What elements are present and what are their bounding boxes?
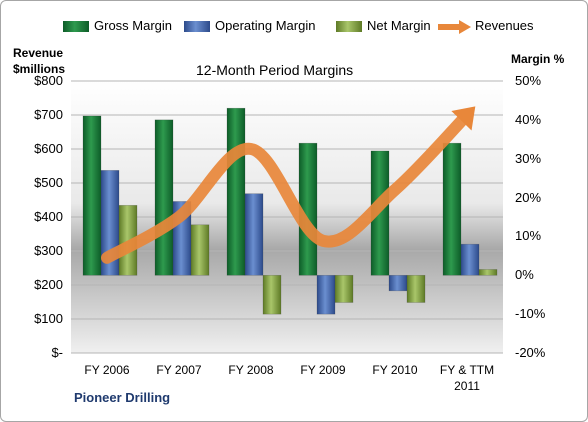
bar-operating-margin <box>244 193 264 276</box>
legend-swatch-gross <box>63 21 89 32</box>
y-left-tick: $600 <box>34 141 63 156</box>
bar-net-margin <box>478 269 498 276</box>
x-tick-line1: FY 2009 <box>300 363 346 377</box>
y-left-title-line1: Revenue <box>13 46 64 60</box>
y-right-tick: -20% <box>515 345 546 360</box>
x-tick: FY 2007 <box>139 362 219 378</box>
bar-operating-margin <box>460 243 480 276</box>
x-tick: FY 2009 <box>283 362 363 378</box>
bar-gross-margin <box>226 107 246 276</box>
y-left-tick: $100 <box>34 311 63 326</box>
y-left-tick: $300 <box>34 243 63 258</box>
revenue-line <box>101 109 473 264</box>
x-tick-line2: 2011 <box>454 379 480 393</box>
x-tick-line1: FY & TTM <box>439 363 495 377</box>
y-right-tick: 20% <box>515 189 542 205</box>
x-tick: FY 2010 <box>355 362 435 378</box>
legend-revenues: Revenues <box>475 18 534 33</box>
bar-gross-margin <box>154 119 174 276</box>
legend-operating-margin: Operating Margin <box>215 18 316 33</box>
x-tick: FY 2008 <box>211 362 291 378</box>
y-left-tick: $800 <box>34 73 63 88</box>
revenue-arrowhead <box>451 106 476 131</box>
bar-gross-margin <box>442 142 462 276</box>
bar-operating-margin <box>388 274 408 292</box>
y-left-tick: $700 <box>34 107 63 122</box>
y-left-tick: $200 <box>34 277 63 292</box>
y-right-tick: 10% <box>515 228 542 244</box>
y-right-axis-title: Margin % <box>511 52 565 66</box>
y-left-tick: $500 <box>34 175 63 190</box>
chart-title: 12-Month Period Margins <box>196 62 354 78</box>
y-left-tick: $- <box>51 345 63 360</box>
x-tick: FY & TTM 2011 <box>427 362 507 394</box>
bar-gross-margin <box>82 115 102 276</box>
bar-operating-margin <box>316 274 336 315</box>
y-right-tick: -10% <box>515 306 546 322</box>
y-right-tick: 30% <box>515 150 542 166</box>
x-tick-line1: FY 2010 <box>372 363 418 377</box>
legend-net-margin: Net Margin <box>367 18 431 33</box>
x-tick: FY 2006 <box>67 362 147 378</box>
y-left-axis-title: Revenue $millions <box>13 45 65 77</box>
y-right-tick: 0% <box>515 267 534 283</box>
y-left-title-line2: $millions <box>13 62 66 76</box>
legend-swatches <box>63 20 471 34</box>
y-right-tick: 50% <box>515 73 542 88</box>
legend-swatch-net <box>336 21 362 32</box>
x-tick-line1: FY 2008 <box>228 363 274 377</box>
legend-gross-margin: Gross Margin <box>94 18 173 33</box>
bar-net-margin <box>406 274 426 303</box>
bar-net-margin <box>190 224 210 276</box>
y-left-tick: $400 <box>34 209 63 224</box>
y-right-tick: 40% <box>515 111 542 127</box>
legend-swatch-operating <box>184 21 210 32</box>
bar-net-margin <box>262 274 282 315</box>
x-tick-line1: FY 2007 <box>156 363 202 377</box>
company-name: Pioneer Drilling <box>74 390 171 405</box>
x-tick-line1: FY 2006 <box>84 363 130 377</box>
revenue-line-series <box>101 106 476 264</box>
bar-net-margin <box>334 274 354 303</box>
legend-arrowhead-revenues <box>459 20 471 34</box>
